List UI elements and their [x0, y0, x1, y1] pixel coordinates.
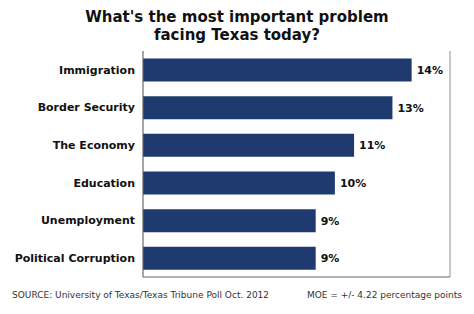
html-text:What's the most important prob: What's the most important problem	[85, 8, 389, 26]
html-text:MOE = +/- 4.22 percentage poin: MOE = +/- 4.22 percentage points	[306, 290, 462, 300]
svg-text:Border Security: Border Security	[38, 101, 135, 114]
svg-text:9%: 9%	[321, 252, 340, 265]
html-text:facing Texas today?: facing Texas today?	[154, 26, 320, 44]
svg-text:Political Corruption: Political Corruption	[15, 252, 135, 265]
svg-text:The Economy: The Economy	[53, 139, 135, 152]
svg-text:10%: 10%	[340, 177, 366, 190]
svg-text:14%: 14%	[417, 64, 443, 77]
svg-text:9%: 9%	[321, 215, 340, 228]
svg-text:Immigration: Immigration	[59, 64, 135, 77]
svg-text:13%: 13%	[397, 102, 423, 115]
svg-text:11%: 11%	[359, 139, 385, 152]
html-text:SOURCE: University of Texas/Te: SOURCE: University of Texas/Texas Tribun…	[12, 290, 270, 300]
svg-text:Education: Education	[73, 177, 135, 190]
svg-text:Unemployment: Unemployment	[41, 214, 135, 227]
